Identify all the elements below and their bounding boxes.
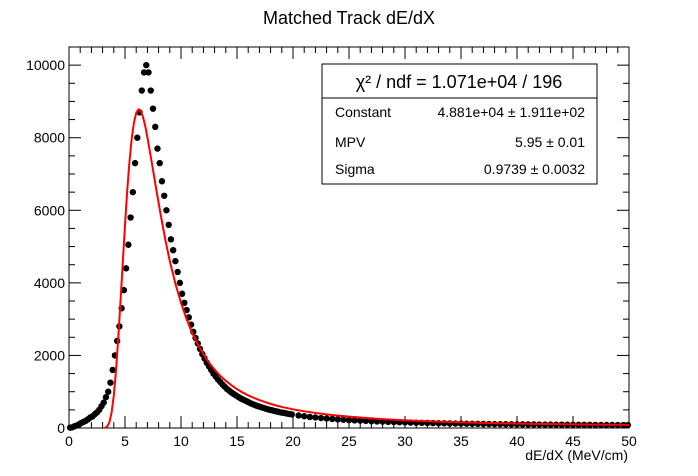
data-point: [480, 420, 487, 428]
stats-row-value: 0.9739 ± 0.0032: [484, 161, 585, 177]
data-point: [105, 388, 112, 395]
data-point: [329, 415, 336, 423]
data-point: [181, 299, 188, 307]
data-point: [149, 105, 157, 112]
x-tick-label: 45: [565, 433, 581, 449]
y-tick-label: 0: [57, 420, 65, 436]
data-point: [120, 286, 128, 294]
stats-header-box: [321, 63, 598, 99]
fit-curve: [104, 108, 630, 429]
data-point: [100, 399, 107, 406]
data-point: [152, 123, 159, 131]
stats-row-label: Constant: [335, 104, 391, 120]
y-axis: 0 2000 4000 6000 8000 10000: [26, 46, 629, 436]
data-point: [306, 413, 313, 421]
data-point: [138, 87, 145, 94]
data-point: [127, 214, 134, 221]
stats-header: χ² / ndf = 1.071e+04 / 196: [356, 72, 563, 92]
data-point: [131, 159, 139, 167]
data-point: [165, 221, 172, 228]
data-point: [334, 416, 341, 423]
x-tick-label: 10: [173, 433, 189, 449]
data-point: [161, 192, 168, 199]
stats-box: χ² / ndf = 1.071e+04 / 196 Constant 4.88…: [321, 63, 598, 185]
data-point: [178, 290, 186, 297]
x-axis-label: dE/dX (MeV/cm): [525, 447, 628, 463]
data-point: [345, 416, 353, 424]
data-point: [323, 415, 330, 422]
stats-body-box: [321, 97, 598, 185]
x-tick-label: 20: [285, 433, 301, 449]
data-point: [129, 188, 137, 196]
data-point: [134, 134, 141, 141]
data-point: [169, 247, 177, 254]
data-point: [147, 87, 154, 94]
x-tick-label: 35: [453, 433, 469, 449]
data-point: [172, 257, 179, 265]
x-tick-label: 25: [341, 433, 357, 449]
y-tick-label: 2000: [34, 347, 65, 363]
data-point: [288, 411, 296, 418]
data-point: [163, 207, 170, 214]
data-point: [340, 416, 347, 423]
x-tick-label: 40: [509, 433, 525, 449]
x-tick-label: 0: [65, 433, 73, 449]
data-point: [469, 420, 476, 427]
stats-row-value: 5.95 ± 0.01: [515, 134, 585, 150]
data-point: [156, 159, 163, 167]
data-point: [368, 417, 375, 425]
data-point: [158, 178, 166, 185]
data-point: [362, 417, 369, 425]
data-point: [125, 241, 132, 248]
stats-row-label: Sigma: [335, 161, 375, 177]
data-point: [140, 69, 148, 76]
x-tick-label: 30: [397, 433, 413, 449]
data-point: [109, 366, 116, 374]
data-point: [122, 265, 130, 272]
data-point: [176, 279, 184, 287]
stats-row-label: MPV: [335, 134, 366, 150]
y-tick-label: 6000: [34, 202, 65, 218]
data-point: [312, 414, 319, 421]
data-point: [351, 417, 358, 424]
y-tick-label: 8000: [34, 130, 65, 146]
data-point: [174, 268, 181, 276]
data-point: [145, 69, 152, 76]
data-point: [102, 393, 110, 401]
stats-row-value: 4.881e+04 ± 1.911e+02: [437, 104, 585, 120]
data-point: [143, 61, 150, 69]
fit-curve-layer: [104, 108, 630, 429]
x-tick-label: 50: [621, 433, 637, 449]
chart-title: Matched Track dE/dX: [263, 8, 435, 28]
y-tick-label: 4000: [34, 275, 65, 291]
x-tick-label: 5: [121, 433, 129, 449]
data-point: [154, 145, 161, 152]
data-point: [107, 379, 114, 386]
x-tick-label: 15: [229, 433, 245, 449]
data-point: [317, 414, 325, 422]
data-point: [474, 420, 481, 428]
y-tick-label: 10000: [26, 57, 65, 73]
data-point: [295, 412, 302, 419]
data-point: [167, 236, 175, 243]
data-point: [357, 417, 364, 424]
data-point: [301, 413, 308, 420]
